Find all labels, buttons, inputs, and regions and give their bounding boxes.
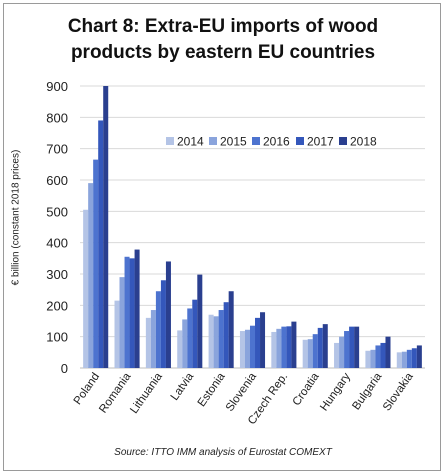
bar xyxy=(406,349,412,368)
legend-swatch xyxy=(166,137,174,145)
bar xyxy=(98,120,104,368)
legend-swatch xyxy=(209,137,217,145)
legend-swatch xyxy=(252,137,260,145)
bar xyxy=(411,348,417,368)
bar xyxy=(155,291,161,368)
bar-groups xyxy=(83,86,422,368)
chart-frame xyxy=(3,3,441,471)
chart-title: Chart 8: Extra-EU imports of wood produc… xyxy=(0,14,446,66)
bar xyxy=(255,317,261,368)
x-tick-label: Poland xyxy=(72,371,102,407)
bar xyxy=(260,312,266,368)
x-tick-label: Estonia xyxy=(196,370,228,409)
bar xyxy=(307,339,313,368)
bar xyxy=(145,317,151,368)
bar xyxy=(192,299,198,368)
legend-label: 2018 xyxy=(350,135,377,149)
x-tick-label: Lithuania xyxy=(128,370,165,416)
bar xyxy=(291,321,297,368)
bar xyxy=(134,249,140,368)
bar xyxy=(239,331,245,368)
bar xyxy=(401,351,407,368)
bar xyxy=(244,329,250,368)
y-tick-label: 200 xyxy=(46,298,68,313)
bar xyxy=(385,336,391,368)
chart-title-line-1: Chart 8: Extra-EU imports of wood xyxy=(67,16,379,37)
bar xyxy=(380,342,386,368)
y-tick-label: 0 xyxy=(61,361,68,376)
legend-label: 2015 xyxy=(220,135,247,149)
legend-swatch xyxy=(296,137,304,145)
bar xyxy=(160,280,166,368)
legend-swatch xyxy=(339,137,347,145)
bar xyxy=(271,331,277,368)
bar xyxy=(375,345,381,368)
y-tick-label: 900 xyxy=(46,79,68,94)
source-note: Source: ITTO IMM analysis of Eurostat CO… xyxy=(114,447,332,458)
bar xyxy=(416,345,422,368)
y-tick-label: 100 xyxy=(46,330,68,345)
legend-label: 2017 xyxy=(307,135,334,149)
legend-label: 2014 xyxy=(177,135,204,149)
bar xyxy=(182,319,188,368)
y-tick-label: 400 xyxy=(46,236,68,251)
bar xyxy=(228,291,234,368)
legend-label: 2016 xyxy=(263,135,290,149)
bar xyxy=(396,352,402,368)
x-tick-label: Bulgaria xyxy=(350,370,384,412)
bar xyxy=(322,324,328,368)
bar xyxy=(197,274,203,368)
x-tick-label: Slovakia xyxy=(381,370,416,413)
bar xyxy=(165,261,171,368)
bar xyxy=(317,327,323,368)
bar xyxy=(365,350,371,368)
bar xyxy=(187,308,193,368)
y-tick-label: 300 xyxy=(46,267,68,282)
bar xyxy=(249,325,256,368)
y-tick-label: 800 xyxy=(46,110,68,125)
bar xyxy=(281,326,287,368)
bar xyxy=(88,183,94,368)
y-tick-labels: 0 100 200 300 400 500 600 700 800 900 xyxy=(46,79,68,376)
bar xyxy=(370,349,376,368)
bar xyxy=(276,328,282,368)
bar xyxy=(354,326,360,368)
bar xyxy=(208,314,214,368)
x-tick-label: Latvia xyxy=(169,370,197,403)
bar xyxy=(213,316,219,368)
bar xyxy=(286,326,292,368)
legend: 2014 2015 2016 2017 2018 xyxy=(166,135,377,149)
bar xyxy=(312,334,318,368)
bar xyxy=(344,331,350,368)
bar xyxy=(114,300,120,368)
bar xyxy=(339,336,345,368)
bar xyxy=(349,326,355,368)
bar xyxy=(150,310,156,368)
x-tick-label: Croatia xyxy=(291,370,322,408)
bar xyxy=(93,159,99,368)
y-tick-label: 700 xyxy=(46,142,68,157)
chart-title-line-2: products by eastern EU countries xyxy=(70,42,376,63)
bar xyxy=(119,277,125,368)
bar xyxy=(124,256,130,368)
bar xyxy=(129,258,135,368)
bar xyxy=(334,342,340,368)
bar xyxy=(177,330,183,368)
bar xyxy=(223,302,229,368)
bar xyxy=(218,310,224,368)
y-tick-label: 500 xyxy=(46,204,68,219)
y-tick-label: 600 xyxy=(46,173,68,188)
bar xyxy=(302,339,308,368)
x-tick-label: Hungary xyxy=(318,371,353,414)
bar xyxy=(103,86,109,368)
bar xyxy=(83,209,89,368)
